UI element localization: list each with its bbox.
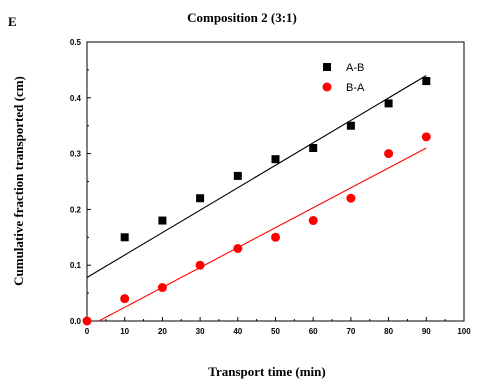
panel-label: E <box>8 14 17 29</box>
point-b-a <box>346 193 356 203</box>
point-b-a <box>157 283 167 293</box>
point-a-b <box>158 216 167 225</box>
legend-label-b-a: B-A <box>346 82 365 94</box>
legend: A-B B-A <box>322 62 365 94</box>
y-tick-label: 0.1 <box>70 261 82 270</box>
point-a-b <box>120 233 129 242</box>
point-b-a <box>233 243 243 253</box>
x-tick-label: 60 <box>309 327 318 336</box>
y-tick-label: 0.4 <box>70 94 82 103</box>
x-axis-label: Transport time (min) <box>208 364 325 379</box>
legend-marker-a-b <box>323 63 331 71</box>
y-axis-label: Cumulative fraction transported (cm) <box>11 76 26 286</box>
x-tick-label: 30 <box>196 327 205 336</box>
point-b-a <box>271 232 280 242</box>
trendlines <box>86 75 427 322</box>
x-tick-label: 100 <box>457 327 471 336</box>
trendline-b-a <box>98 147 427 322</box>
point-a-b <box>233 171 242 180</box>
point-b-a <box>308 216 318 226</box>
legend-marker-b-a <box>322 82 332 92</box>
y-axis-ticks: 0.0 0.1 0.2 0.3 0.4 0.5 <box>70 38 91 326</box>
x-tick-label: 80 <box>384 327 393 336</box>
point-a-b <box>309 144 318 153</box>
data-points <box>82 77 431 326</box>
plot-frame <box>86 41 465 322</box>
point-a-b <box>196 194 205 203</box>
x-tick-label: 40 <box>233 327 242 336</box>
point-a-b <box>271 155 280 164</box>
chart-title: Composition 2 (3:1) <box>187 10 297 25</box>
y-tick-label: 0.3 <box>70 150 82 159</box>
point-b-a <box>421 132 431 142</box>
y-tick-label: 0.5 <box>70 38 82 47</box>
point-a-b <box>422 77 431 86</box>
x-tick-label: 90 <box>422 327 431 336</box>
x-tick-label: 20 <box>158 327 167 336</box>
point-b-a <box>384 149 394 159</box>
x-axis-ticks: 0 10 20 30 40 50 60 70 80 90 100 <box>85 317 471 336</box>
y-tick-label: 0.2 <box>70 205 82 214</box>
x-tick-label: 10 <box>120 327 129 336</box>
point-b-a <box>195 260 205 270</box>
y-tick-label: 0.0 <box>70 317 82 326</box>
x-tick-label: 50 <box>271 327 280 336</box>
point-b-a <box>82 316 92 326</box>
x-tick-label: 70 <box>346 327 355 336</box>
point-b-a <box>120 294 130 304</box>
legend-label-a-b: A-B <box>346 62 364 74</box>
point-a-b <box>346 121 355 130</box>
point-a-b <box>384 99 393 108</box>
x-tick-label: 0 <box>85 327 90 336</box>
trendline-a-b <box>86 75 427 278</box>
